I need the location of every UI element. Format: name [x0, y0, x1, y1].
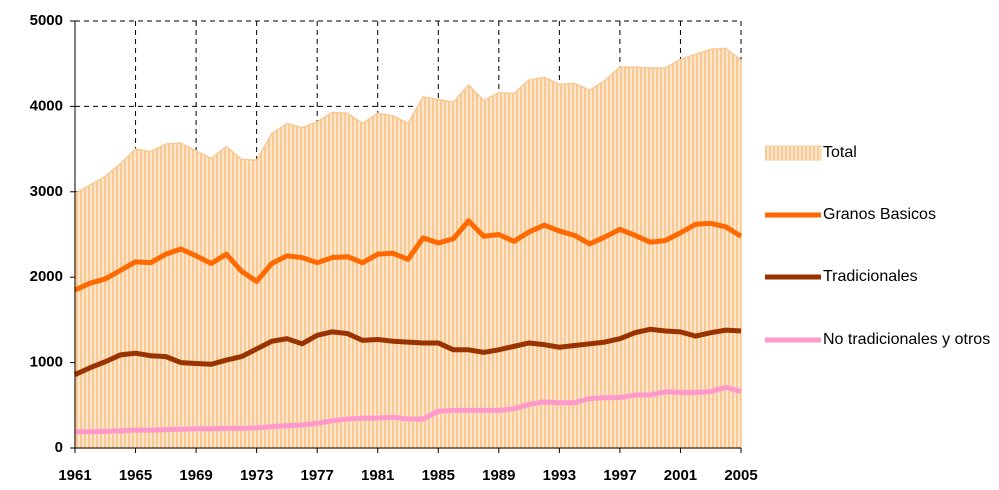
- plot: [73, 47, 743, 449]
- legend-item: No tradicionales y otros: [765, 331, 993, 351]
- line: [75, 384, 742, 435]
- x-tick-label: 1993: [543, 467, 576, 484]
- y-tick-label: 4000: [30, 97, 63, 114]
- y-tick-label: 1000: [30, 354, 63, 371]
- y-tick-label: 0: [55, 439, 63, 456]
- x-tick-label: 1965: [119, 467, 152, 484]
- line: [73, 326, 742, 377]
- legend-label: Total: [823, 144, 857, 161]
- x-tick-label: 2005: [724, 467, 757, 484]
- legend-swatch: [765, 145, 822, 161]
- x-tick-label: 1981: [361, 467, 394, 484]
- x-tick-label: 1973: [240, 467, 273, 484]
- x-tick-label: 1961: [58, 467, 91, 484]
- x-tick-label: 1969: [179, 467, 212, 484]
- area: [74, 47, 742, 449]
- axes: 0 1000 2000 3000 4000 5000 1961 1965 1969 1973 197…: [30, 12, 758, 484]
- legend-label: Tradicionales: [823, 268, 918, 285]
- x-tick-label: 1997: [603, 467, 636, 484]
- x-tick-label: 1989: [482, 467, 515, 484]
- legend-label: No tradicionales y otros: [823, 331, 991, 348]
- legend-item: Total: [765, 144, 993, 164]
- legend-item: Granos Basicos: [765, 206, 993, 226]
- x-tick-label: 2001: [664, 467, 697, 484]
- swatch: [765, 145, 822, 161]
- x-tick-label: 1985: [422, 467, 455, 484]
- legend-swatch: [765, 212, 821, 218]
- x-tick-label: 1977: [300, 467, 333, 484]
- legend-swatch: [765, 337, 821, 343]
- line: [73, 218, 743, 293]
- legend-item: Tradicionales: [765, 268, 993, 288]
- legend-swatch: [765, 274, 821, 280]
- y-tick-label: 2000: [30, 268, 63, 285]
- y-tick-label: 3000: [30, 183, 63, 200]
- legend-label: Granos Basicos: [823, 206, 936, 223]
- y-tick-label: 5000: [30, 12, 63, 29]
